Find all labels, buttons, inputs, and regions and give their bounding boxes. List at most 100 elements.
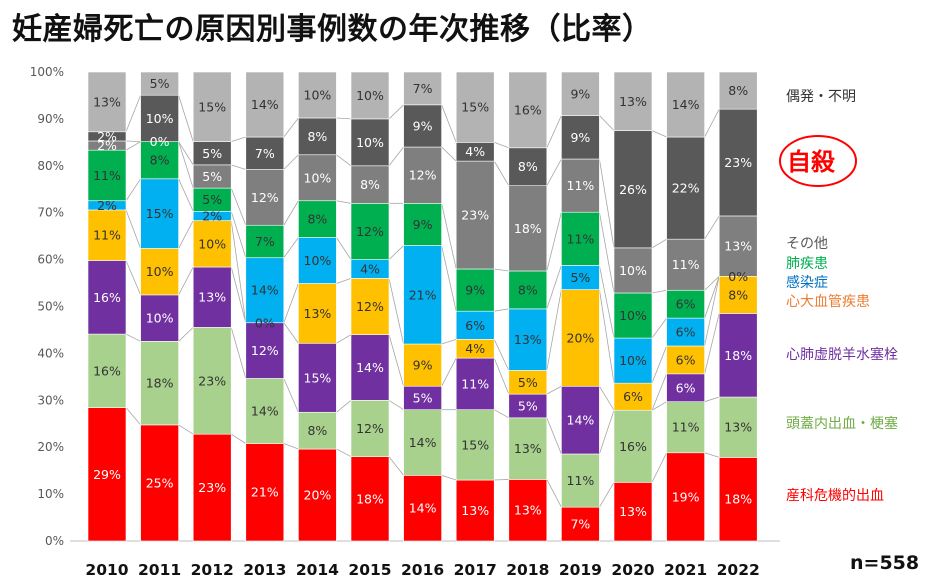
bar-segment — [350, 165, 390, 204]
connector-line — [493, 160, 510, 186]
connector-line — [178, 220, 194, 249]
data-label: 6% — [676, 380, 696, 395]
data-label: 8% — [150, 153, 170, 168]
connector-line — [441, 474, 457, 481]
x-tick-label: 2011 — [138, 561, 181, 579]
data-label: 11% — [672, 257, 700, 272]
bar-segment — [718, 313, 758, 398]
bar-segment — [561, 211, 600, 266]
data-label: 5% — [202, 146, 222, 161]
connector-line — [336, 117, 352, 120]
data-label: 9% — [413, 217, 433, 232]
connector-line — [651, 452, 667, 483]
bar-segment — [508, 479, 548, 542]
data-label: 25% — [146, 475, 174, 490]
data-label: 14% — [251, 283, 279, 298]
data-label: 13% — [724, 239, 752, 254]
data-label: 8% — [307, 212, 327, 227]
data-label: 18% — [724, 492, 752, 507]
bar-segment — [192, 220, 232, 268]
connector-line — [546, 265, 562, 309]
connector-line — [336, 277, 352, 284]
legend-entry: 自殺 — [787, 148, 836, 176]
bar-segment — [666, 317, 705, 347]
bar-segment — [613, 71, 653, 131]
data-label: 8% — [360, 177, 380, 192]
bar-segment — [298, 411, 337, 450]
legend-entry: 感染症 — [786, 274, 828, 291]
highlight-ellipse — [779, 135, 857, 187]
bar-segment — [613, 337, 653, 384]
connector-line — [283, 117, 299, 138]
connector-line — [494, 141, 509, 149]
bar-segment — [561, 158, 600, 213]
connector-line — [494, 308, 509, 312]
bar-segment — [508, 308, 548, 371]
connector-line — [599, 289, 615, 384]
connector-line — [388, 278, 404, 345]
connector-line — [230, 266, 247, 323]
connector-line — [283, 200, 299, 226]
data-label: 23% — [724, 155, 752, 170]
legend-entry: その他 — [786, 236, 828, 252]
data-label: 26% — [619, 182, 647, 197]
bar-segment — [403, 343, 442, 387]
connector-line — [704, 276, 720, 319]
bar-segment — [245, 322, 285, 379]
bar-segment — [140, 94, 179, 142]
data-label: 10% — [356, 135, 384, 150]
data-label: 12% — [356, 224, 384, 239]
data-label: 8% — [518, 159, 538, 174]
x-tick-label: 2017 — [454, 561, 497, 579]
data-label: 6% — [465, 318, 485, 333]
connector-line — [651, 130, 667, 138]
bar-segment — [245, 136, 285, 170]
bar-segment — [350, 334, 390, 401]
connector-line — [599, 410, 615, 455]
series-connector-lines — [125, 95, 720, 508]
data-label: 2% — [202, 208, 222, 223]
data-label: 14% — [409, 435, 437, 450]
bar-segment — [561, 385, 600, 455]
bar-segment — [613, 130, 653, 249]
data-label: 12% — [409, 168, 437, 183]
bar-segment — [245, 257, 285, 324]
data-label: 14% — [409, 501, 437, 516]
data-label: 15% — [461, 437, 489, 452]
data-label: 16% — [514, 102, 542, 117]
y-tick-label: 100% — [30, 65, 64, 79]
y-tick-label: 90% — [37, 112, 64, 126]
data-label: 12% — [251, 343, 279, 358]
connector-line — [704, 276, 720, 347]
bar-segment — [666, 401, 705, 454]
bar-segment — [508, 71, 548, 149]
x-tick-label: 2019 — [559, 561, 602, 579]
bar-segment — [298, 200, 337, 238]
connector-line — [336, 334, 352, 344]
data-label: 12% — [251, 190, 279, 205]
connector-line — [388, 146, 404, 167]
bar-segment — [403, 475, 442, 542]
connector-line — [704, 396, 720, 403]
data-label: 5% — [518, 375, 538, 390]
bar-segment — [140, 141, 179, 180]
y-tick-label: 70% — [37, 206, 64, 220]
connector-line — [336, 399, 352, 413]
data-label: 22% — [672, 181, 700, 196]
connector-line — [441, 104, 457, 143]
bar-segment — [613, 382, 653, 411]
bar-segment — [666, 71, 705, 138]
data-label: 15% — [304, 370, 332, 385]
connector-line — [651, 238, 667, 249]
connector-line — [178, 424, 194, 435]
connector-line — [599, 158, 615, 248]
bar-segment — [666, 345, 705, 375]
bar-segment — [245, 224, 285, 259]
connector-line — [230, 327, 247, 379]
data-label: 4% — [360, 261, 380, 276]
data-label: 14% — [356, 360, 384, 375]
x-tick-label: 2022 — [717, 561, 760, 579]
data-label: 10% — [619, 353, 647, 368]
data-label: 21% — [409, 287, 437, 302]
bar-segment — [245, 71, 285, 138]
